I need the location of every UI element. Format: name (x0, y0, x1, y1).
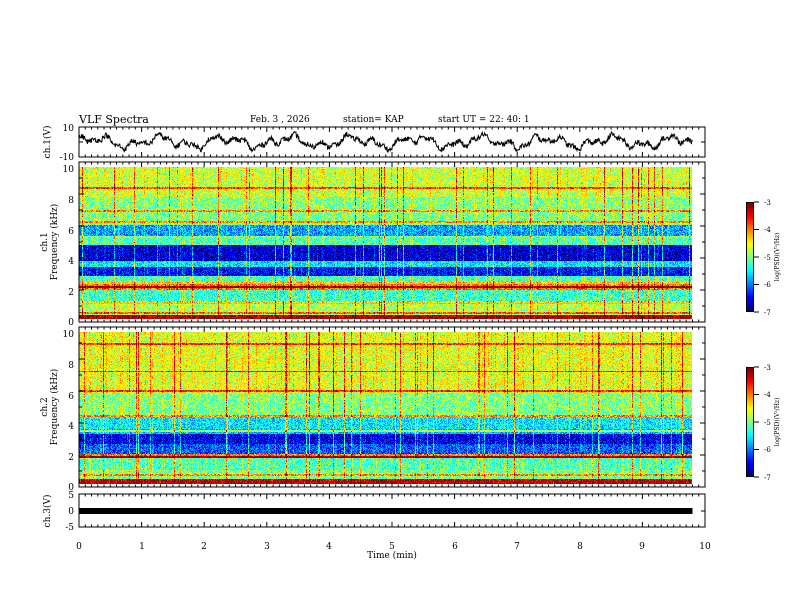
cbar2-tick: -7 (764, 474, 771, 482)
cbar1-tick: -4 (764, 226, 771, 234)
ch3-ytick-label: -5 (65, 523, 74, 533)
ch2-freq-tick: 10 (63, 330, 75, 340)
cbar2-tick: -6 (764, 446, 771, 454)
x-tick-label: 9 (639, 542, 645, 552)
cbar1-tick: -5 (764, 254, 771, 262)
ch1-ytick-label: 10 (63, 124, 75, 134)
x-axis-label: Time (min) (367, 550, 417, 561)
ch1-spec-freq-label: Frequency (kHz) (49, 204, 60, 281)
ch2-freq-tick: 0 (68, 483, 74, 493)
ch3-voltage-ylabel: ch.3(V) (42, 495, 53, 528)
ch2-freq-tick: 2 (68, 453, 74, 463)
ch2-spectrogram-image (79, 332, 692, 484)
x-tick-label: 4 (326, 542, 332, 552)
ch1-freq-tick: 10 (63, 165, 75, 175)
x-tick-label: 6 (452, 542, 458, 552)
ch2-freq-tick: 4 (68, 422, 74, 432)
ch2-spec-freq-label: Frequency (kHz) (49, 369, 60, 446)
colorbar-ch2 (746, 367, 754, 477)
cbar2-tick: -3 (764, 364, 771, 372)
ch1-spec-channel-label: ch.1 (40, 232, 50, 251)
ch1-freq-tick: 0 (68, 318, 74, 328)
x-tick-label: 3 (264, 542, 270, 552)
x-tick-label: 10 (699, 542, 711, 552)
ch1-freq-tick: 6 (68, 227, 74, 237)
x-tick-label: 2 (201, 542, 207, 552)
cbar2-tick: -5 (764, 419, 771, 427)
cbar1-label: log(PSD)(V²/Hz) (774, 233, 781, 282)
ch1-freq-tick: 8 (68, 196, 74, 206)
colorbar-ch1 (746, 202, 754, 312)
x-tick-label: 0 (76, 542, 82, 552)
date-label: Feb. 3 , 2026 (250, 115, 310, 125)
station-label: station= KAP (343, 115, 404, 125)
x-tick-label: 7 (514, 542, 520, 552)
ch2-freq-tick: 8 (68, 361, 74, 371)
x-tick-label: 5 (389, 542, 395, 552)
ch2-spec-channel-label: ch.2 (40, 397, 50, 416)
ch1-freq-tick: 2 (68, 288, 74, 298)
figure-title: VLF Spectra (79, 113, 149, 126)
x-tick-label: 8 (577, 542, 583, 552)
cbar1-tick: -3 (764, 199, 771, 207)
ch2-freq-tick: 6 (68, 392, 74, 402)
ch1-spectrogram-frame (78, 161, 706, 323)
ch1-waveform (78, 130, 693, 153)
cbar2-tick: -4 (764, 391, 771, 399)
ch3-ytick-label: 0 (68, 507, 74, 517)
ch3-ytick-label: 5 (68, 491, 74, 501)
ch3-signal-bar (79, 508, 693, 514)
cbar1-tick: -6 (764, 281, 771, 289)
ch1-voltage-ylabel: ch.1(V) (42, 126, 53, 159)
cbar1-tick: -7 (764, 309, 771, 317)
ch1-ytick-label: -10 (60, 153, 75, 163)
ch2-spectrogram-frame (78, 326, 706, 488)
tick-marks (78, 127, 759, 527)
start-time-label: start UT = 22: 40: 1 (438, 115, 530, 125)
ch1-spectrogram-image (79, 167, 692, 319)
x-tick-label: 1 (139, 542, 145, 552)
ch1-freq-tick: 4 (68, 257, 74, 267)
cbar2-label: log(PSD)(V²/Hz) (774, 398, 781, 447)
